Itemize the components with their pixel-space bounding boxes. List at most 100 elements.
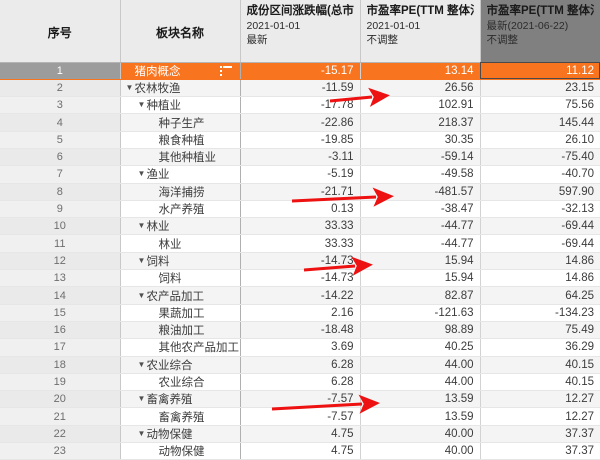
sector-name-cell[interactable]: 海洋捕捞 bbox=[120, 183, 241, 201]
value-cell-c3[interactable]: 14.86 bbox=[480, 252, 600, 271]
value-cell-c1[interactable]: -17.78 bbox=[240, 96, 361, 115]
expand-collapse-triangle-icon[interactable]: ▼ bbox=[137, 221, 146, 231]
table-row[interactable]: 15 果蔬加工 2.16 -121.63 -134.23 bbox=[0, 304, 600, 322]
value-cell-c1[interactable]: -5.19 bbox=[240, 165, 361, 184]
row-index-cell[interactable]: 20 bbox=[0, 390, 121, 409]
value-cell-c1[interactable]: -15.17 bbox=[240, 62, 361, 80]
value-cell-c2[interactable]: 15.94 bbox=[360, 252, 481, 271]
value-cell-c3[interactable]: 37.37 bbox=[480, 425, 600, 444]
table-row[interactable]: 17 其他农产品加工 3.69 40.25 36.29 bbox=[0, 338, 600, 357]
table-row[interactable]: 9 水产养殖 0.13 -38.47 -32.13 bbox=[0, 200, 600, 219]
value-cell-c1[interactable]: 4.75 bbox=[240, 425, 361, 444]
row-index-cell[interactable]: 15 bbox=[0, 304, 121, 322]
value-cell-c1[interactable]: -19.85 bbox=[240, 131, 361, 149]
sector-name-cell[interactable]: 猪肉概念 bbox=[120, 62, 241, 80]
sector-name-cell[interactable]: ▼ 渔业 bbox=[120, 165, 241, 184]
column-header-change-pct[interactable]: 成份区间涨跌幅(总市… 2021-01-01 最新 bbox=[240, 0, 361, 63]
value-cell-c2[interactable]: 40.25 bbox=[360, 338, 481, 357]
column-header-pe-latest[interactable]: 市盈率PE(TTM 整体法) 最新(2021-06-22) 不调整 bbox=[480, 0, 600, 63]
row-index-cell[interactable]: 13 bbox=[0, 269, 121, 288]
sector-name-cell[interactable]: ▼ 农业综合 bbox=[120, 356, 241, 374]
table-row[interactable]: 3 ▼ 种植业 -17.78 102.91 75.56 bbox=[0, 96, 600, 115]
value-cell-c3[interactable]: 40.15 bbox=[480, 356, 600, 374]
value-cell-c3[interactable]: 597.90 bbox=[480, 183, 600, 201]
table-row[interactable]: 5 粮食种植 -19.85 30.35 26.10 bbox=[0, 131, 600, 149]
value-cell-c1[interactable]: 0.13 bbox=[240, 200, 361, 219]
row-index-cell[interactable]: 18 bbox=[0, 356, 121, 374]
value-cell-c3[interactable]: 23.15 bbox=[480, 79, 600, 98]
sector-name-cell[interactable]: ▼ 饲料 bbox=[120, 252, 241, 271]
table-row[interactable]: 20 ▼ 畜禽养殖 -7.57 13.59 12.27 bbox=[0, 390, 600, 409]
value-cell-c3[interactable]: 26.10 bbox=[480, 131, 600, 149]
expand-collapse-triangle-icon[interactable]: ▼ bbox=[137, 394, 146, 404]
list-menu-icon[interactable] bbox=[219, 65, 232, 76]
value-cell-c3[interactable]: -69.44 bbox=[480, 217, 600, 236]
sector-name-cell[interactable]: ▼ 动物保健 bbox=[120, 425, 241, 444]
value-cell-c2[interactable]: 30.35 bbox=[360, 131, 481, 149]
table-row[interactable]: 18 ▼ 农业综合 6.28 44.00 40.15 bbox=[0, 356, 600, 374]
value-cell-c2[interactable]: 44.00 bbox=[360, 356, 481, 374]
value-cell-c2[interactable]: -44.77 bbox=[360, 234, 481, 253]
value-cell-c1[interactable]: 3.69 bbox=[240, 338, 361, 357]
row-index-cell[interactable]: 8 bbox=[0, 183, 121, 201]
column-header-index[interactable]: 序号 bbox=[0, 0, 121, 63]
value-cell-c2[interactable]: -44.77 bbox=[360, 217, 481, 236]
value-cell-c1[interactable]: 6.28 bbox=[240, 373, 361, 392]
table-row[interactable]: 1 猪肉概念 -15.17 13.14 11.12 bbox=[0, 62, 600, 80]
sector-name-cell[interactable]: 水产养殖 bbox=[120, 200, 241, 219]
table-row[interactable]: 22 ▼ 动物保健 4.75 40.00 37.37 bbox=[0, 425, 600, 444]
expand-collapse-triangle-icon[interactable]: ▼ bbox=[137, 100, 146, 110]
row-index-cell[interactable]: 4 bbox=[0, 113, 121, 132]
value-cell-c2[interactable]: 13.59 bbox=[360, 390, 481, 409]
value-cell-c3[interactable]: 12.27 bbox=[480, 390, 600, 409]
row-index-cell[interactable]: 19 bbox=[0, 373, 121, 392]
row-index-cell[interactable]: 10 bbox=[0, 217, 121, 236]
table-row[interactable]: 6 其他种植业 -3.11 -59.14 -75.40 bbox=[0, 148, 600, 167]
value-cell-c3[interactable]: 40.15 bbox=[480, 373, 600, 392]
value-cell-c3[interactable]: 11.12 bbox=[480, 62, 600, 80]
value-cell-c3[interactable]: 64.25 bbox=[480, 286, 600, 305]
value-cell-c3[interactable]: -40.70 bbox=[480, 165, 600, 184]
sector-name-cell[interactable]: 林业 bbox=[120, 234, 241, 253]
value-cell-c3[interactable]: 37.37 bbox=[480, 442, 600, 460]
sector-name-cell[interactable]: 其他种植业 bbox=[120, 148, 241, 167]
value-cell-c2[interactable]: 98.89 bbox=[360, 321, 481, 340]
value-cell-c2[interactable]: -481.57 bbox=[360, 183, 481, 201]
value-cell-c3[interactable]: -75.40 bbox=[480, 148, 600, 167]
value-cell-c2[interactable]: -49.58 bbox=[360, 165, 481, 184]
expand-collapse-triangle-icon[interactable]: ▼ bbox=[137, 359, 146, 369]
sector-name-cell[interactable]: ▼ 农产品加工 bbox=[120, 286, 241, 305]
sector-name-cell[interactable]: 饲料 bbox=[120, 269, 241, 288]
value-cell-c1[interactable]: 33.33 bbox=[240, 217, 361, 236]
sector-name-cell[interactable]: ▼ 农林牧渔 bbox=[120, 79, 241, 98]
row-index-cell[interactable]: 14 bbox=[0, 286, 121, 305]
value-cell-c1[interactable]: -14.22 bbox=[240, 286, 361, 305]
sector-name-cell[interactable]: 动物保健 bbox=[120, 442, 241, 460]
row-index-cell[interactable]: 21 bbox=[0, 407, 121, 426]
value-cell-c2[interactable]: 13.59 bbox=[360, 407, 481, 426]
row-index-cell[interactable]: 6 bbox=[0, 148, 121, 167]
row-index-cell[interactable]: 16 bbox=[0, 321, 121, 340]
table-row[interactable]: 21 畜禽养殖 -7.57 13.59 12.27 bbox=[0, 407, 600, 426]
row-index-cell[interactable]: 12 bbox=[0, 252, 121, 271]
value-cell-c1[interactable]: -14.73 bbox=[240, 252, 361, 271]
value-cell-c1[interactable]: 2.16 bbox=[240, 304, 361, 322]
table-row[interactable]: 13 饲料 -14.73 15.94 14.86 bbox=[0, 269, 600, 288]
sector-name-cell[interactable]: ▼ 林业 bbox=[120, 217, 241, 236]
table-row[interactable]: 4 种子生产 -22.86 218.37 145.44 bbox=[0, 113, 600, 132]
value-cell-c2[interactable]: -121.63 bbox=[360, 304, 481, 322]
row-index-cell[interactable]: 7 bbox=[0, 165, 121, 184]
row-index-cell[interactable]: 11 bbox=[0, 234, 121, 253]
sector-name-cell[interactable]: 畜禽养殖 bbox=[120, 407, 241, 426]
table-row[interactable]: 10 ▼ 林业 33.33 -44.77 -69.44 bbox=[0, 217, 600, 236]
value-cell-c3[interactable]: -69.44 bbox=[480, 234, 600, 253]
value-cell-c3[interactable]: -134.23 bbox=[480, 304, 600, 322]
expand-collapse-triangle-icon[interactable]: ▼ bbox=[137, 169, 146, 179]
table-row[interactable]: 12 ▼ 饲料 -14.73 15.94 14.86 bbox=[0, 252, 600, 271]
value-cell-c3[interactable]: 75.56 bbox=[480, 96, 600, 115]
value-cell-c3[interactable]: 75.49 bbox=[480, 321, 600, 340]
sector-name-cell[interactable]: 粮油加工 bbox=[120, 321, 241, 340]
sector-name-cell[interactable]: 农业综合 bbox=[120, 373, 241, 392]
table-row[interactable]: 14 ▼ 农产品加工 -14.22 82.87 64.25 bbox=[0, 286, 600, 305]
column-header-pe-start[interactable]: 市盈率PE(TTM 整体法) 2021-01-01 不调整 bbox=[360, 0, 481, 63]
